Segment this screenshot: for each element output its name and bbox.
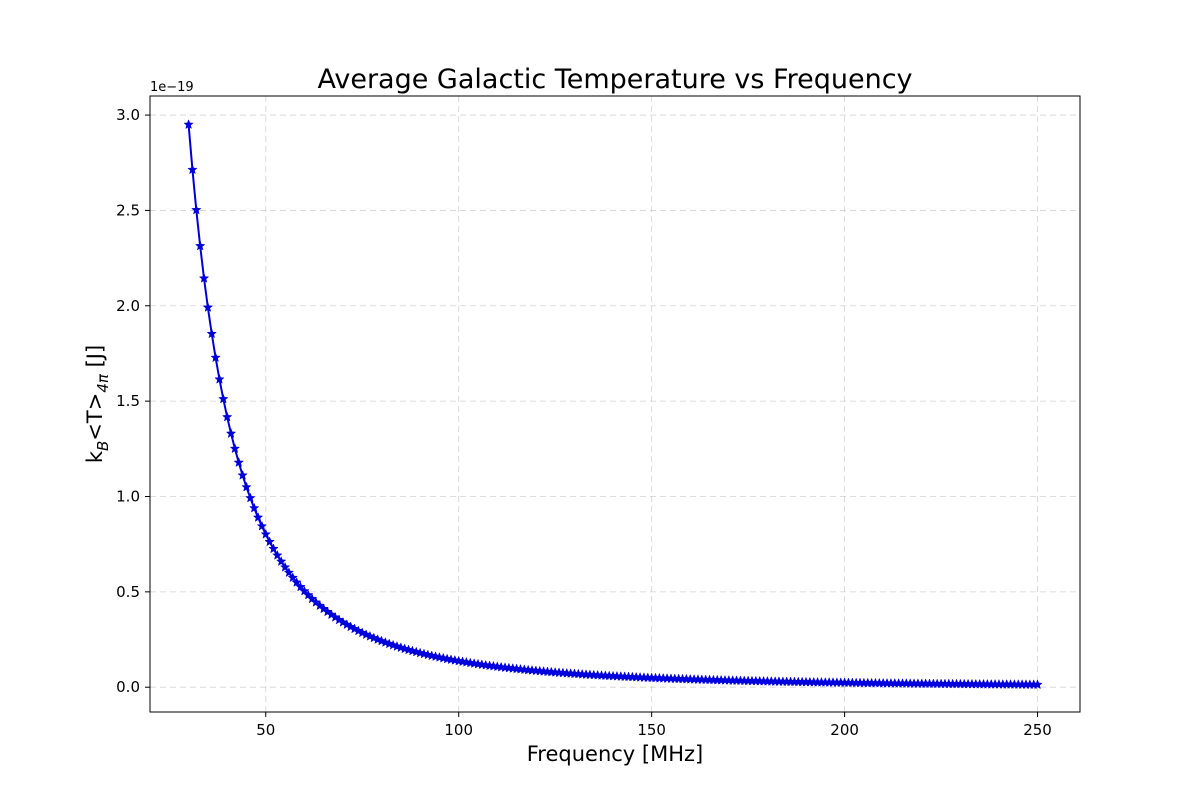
data-point <box>283 567 295 578</box>
y-tick-label: 2.5 <box>116 201 140 219</box>
y-axis-label-unit: [J] <box>83 345 107 374</box>
y-tick-label: 0.0 <box>116 678 140 696</box>
y-axis-label-base: k <box>83 450 107 463</box>
data-point <box>256 520 268 531</box>
data-point <box>241 481 252 492</box>
x-axis-label: Frequency [MHz] <box>527 742 703 766</box>
data-point <box>275 556 287 566</box>
x-tick-label: 250 <box>1023 721 1052 739</box>
data-point <box>194 240 206 251</box>
y-tick-label: 1.5 <box>116 392 140 410</box>
grid <box>150 96 1080 712</box>
data-point <box>268 543 279 554</box>
y-axis-label-subscript-b: B <box>94 441 112 451</box>
y-axis-offset-label: 1e−19 <box>150 80 194 95</box>
data-point <box>210 352 221 363</box>
data-point <box>218 393 229 404</box>
data-point <box>202 301 214 312</box>
data-point <box>245 492 256 503</box>
data-point <box>214 373 225 384</box>
y-axis-label-subscript-4pi: 4π <box>94 373 112 393</box>
data-point <box>248 502 260 513</box>
x-tick-label: 150 <box>637 721 666 739</box>
data-point <box>260 528 271 539</box>
y-axis-label: kB<T>4π [J] <box>83 345 112 463</box>
data-point <box>183 119 194 130</box>
x-tick-label: 100 <box>444 721 473 739</box>
data-point <box>225 428 237 438</box>
x-tick-label: 50 <box>256 721 275 739</box>
data-point <box>198 272 210 283</box>
data-point <box>187 164 198 175</box>
data-point <box>252 512 264 522</box>
axes-ticks: 50 100 150 200 250 0.0 0.5 1.0 1.5 2.0 2.5 3.0 <box>116 106 1052 739</box>
data-point <box>272 549 283 560</box>
y-tick-label: 3.0 <box>116 106 140 124</box>
data-point <box>279 561 291 572</box>
y-tick-label: 2.0 <box>116 297 140 315</box>
data-point <box>233 457 244 467</box>
y-tick-label: 1.0 <box>116 487 140 505</box>
y-tick-label: 0.5 <box>116 583 140 601</box>
x-tick-label: 200 <box>830 721 859 739</box>
data-point <box>191 204 202 215</box>
data-point <box>287 572 298 583</box>
y-axis-label-middle: <T> <box>83 393 107 441</box>
plot-frame <box>149 95 1081 713</box>
data-point <box>295 581 306 592</box>
data-point <box>1032 679 1043 690</box>
data-point <box>206 328 217 339</box>
data-point <box>291 576 302 587</box>
data-point <box>264 536 275 547</box>
series-layer <box>183 119 1043 690</box>
data-point <box>299 585 310 596</box>
data-point <box>229 443 241 454</box>
chart-title: Average Galactic Temperature vs Frequenc… <box>317 64 912 95</box>
data-point <box>237 469 248 480</box>
data-point <box>221 411 233 422</box>
